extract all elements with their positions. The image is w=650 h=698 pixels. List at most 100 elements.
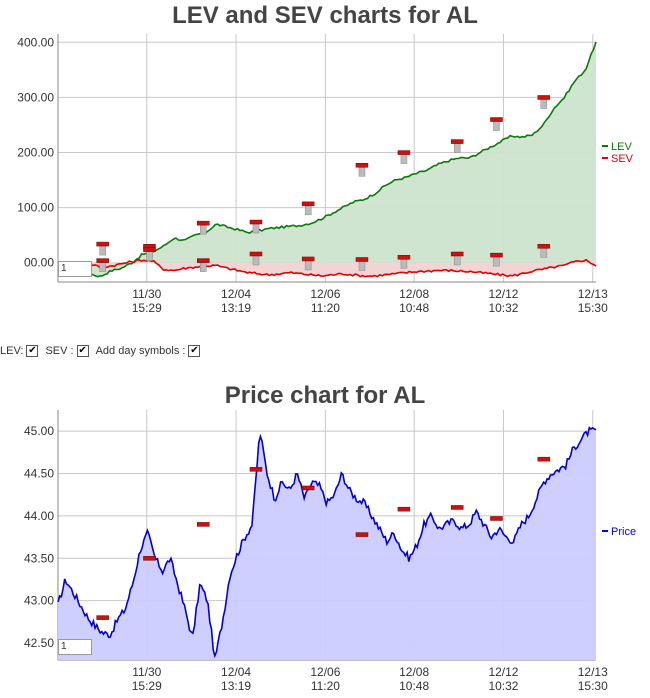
price-day-marker [197,522,210,527]
chart-title-lev-sev: LEV and SEV charts for AL [172,2,478,29]
sev-day-marker-stem [252,254,260,266]
x-tick-label-date: 12/13 [578,287,608,301]
x-tick-label-time: 15:29 [132,679,162,693]
x-tick-label-time: 13:19 [221,301,251,315]
lev-day-marker-cap [490,117,503,122]
x-tick-label-time: 11:20 [311,301,340,315]
sev-day-marker-cap [355,257,369,262]
x-tick-label-time: 11:20 [311,679,340,693]
x-tick-label-date: 12/04 [221,287,251,301]
lev-day-marker-cap [355,163,369,168]
lev-toggle-label: LEV: [0,345,24,357]
chart-title-price: Price chart for AL [224,382,426,409]
lev-day-marker-stem [200,223,207,235]
sev-checkbox[interactable]: ✔ [76,345,89,357]
x-tick-label-date: 12/06 [310,665,340,679]
price-day-marker [490,516,503,521]
price-day-marker [537,456,551,462]
x-tick-label-time: 10:48 [399,301,429,315]
sev-day-marker-stem [358,260,366,271]
series-line-price [57,426,597,659]
y-tick-label: 42.50 [24,636,54,650]
lev-day-marker-cap [96,241,109,247]
sev-day-marker-stem [400,258,408,269]
lev-day-marker-cap [397,150,411,155]
x-tick-label-date: 12/12 [488,287,518,301]
x-tick-label-time: 15:30 [578,679,608,693]
plot-area [58,410,596,660]
sev-day-marker-stem [304,259,312,271]
x-tick-label-time: 10:32 [488,301,518,315]
chart-options-bar: LEV: ✔ SEV : ✔ Add day symbols : ✔ [0,345,204,357]
lev-day-marker-cap [197,220,210,226]
lev-day-marker-stem [453,142,461,153]
lev-day-marker-stem [304,204,312,216]
series-area-lev [58,41,596,277]
lev-day-marker-stem [252,222,260,234]
price-day-marker [355,532,369,537]
sev-day-marker-cap [143,247,156,252]
lev-day-marker-stem [493,120,500,131]
sev-day-marker-cap [301,256,315,262]
day-symbols-checkbox[interactable]: ✔ [188,345,201,357]
sev-day-marker-cap [490,252,503,258]
sev-day-marker-stem [99,261,106,272]
lev-checkbox[interactable]: ✔ [26,345,39,357]
sev-day-marker-cap [197,258,210,263]
y-tick-label: 200.00 [17,145,54,159]
legend-label: Price [611,526,636,538]
x-tick-label-time: 15:30 [578,301,608,315]
price-day-marker [397,506,411,512]
sev-day-marker-stem [540,247,548,258]
lev-day-marker-cap [537,95,551,100]
y-tick-label: 400.00 [17,35,54,49]
x-tick-label-date: 12/08 [399,287,429,301]
legend-label: SEV [611,153,634,165]
x-tick-label-date: 12/04 [221,665,251,679]
sev-day-marker-stem [146,250,153,261]
price-day-marker [450,505,464,510]
sev-toggle-label: SEV : [45,345,74,357]
x-tick-label-date: 11/30 [132,287,161,301]
x-tick-label-date: 11/30 [132,665,161,679]
sev-day-marker-cap [96,258,109,263]
x-tick-label-date: 12/13 [578,665,608,679]
y-tick-label: 45.00 [24,424,54,438]
sev-day-marker-cap [537,244,551,249]
sev-day-marker-cap [450,251,464,257]
lev-day-marker-stem [99,244,106,256]
x-tick-label-date: 12/06 [310,287,340,301]
y-tick-label: 43.00 [24,594,54,608]
day-symbols-label: Add day symbols : [95,345,186,357]
y-tick-label: 300.00 [17,90,54,104]
x-tick-label-date: 12/08 [399,665,429,679]
lev-day-marker-cap [301,201,315,207]
x-tick-label-time: 10:48 [399,679,429,693]
sev-day-marker-stem [493,255,500,267]
lev-day-marker-stem [358,166,366,177]
sev-day-marker-stem [200,261,207,272]
sev-day-marker-stem [453,254,461,266]
chart1-navigator-input[interactable]: 1 [58,261,92,277]
legend-label: LEV [611,141,632,153]
sev-day-marker-cap [397,255,411,260]
price-day-marker [249,467,263,472]
x-tick-label-time: 13:19 [221,679,251,693]
lev-day-marker-cap [450,139,464,144]
series-area-price [58,427,596,660]
price-day-marker [96,615,109,620]
lev-day-marker-stem [540,98,548,109]
x-tick-label-time: 15:29 [132,301,162,315]
chart2-navigator-input[interactable]: 1 [58,639,92,655]
y-tick-label: 100.00 [17,201,54,215]
lev-day-marker-stem [400,153,408,164]
y-tick-label: 43.50 [24,551,54,565]
price-day-marker [143,556,156,561]
y-tick-label: 44.00 [24,509,54,523]
lev-day-marker-cap [249,219,263,225]
y-tick-label: 00.00 [24,256,54,270]
price-day-marker [301,485,315,491]
x-tick-label-date: 12/12 [488,665,518,679]
series-area-sev [58,259,596,277]
